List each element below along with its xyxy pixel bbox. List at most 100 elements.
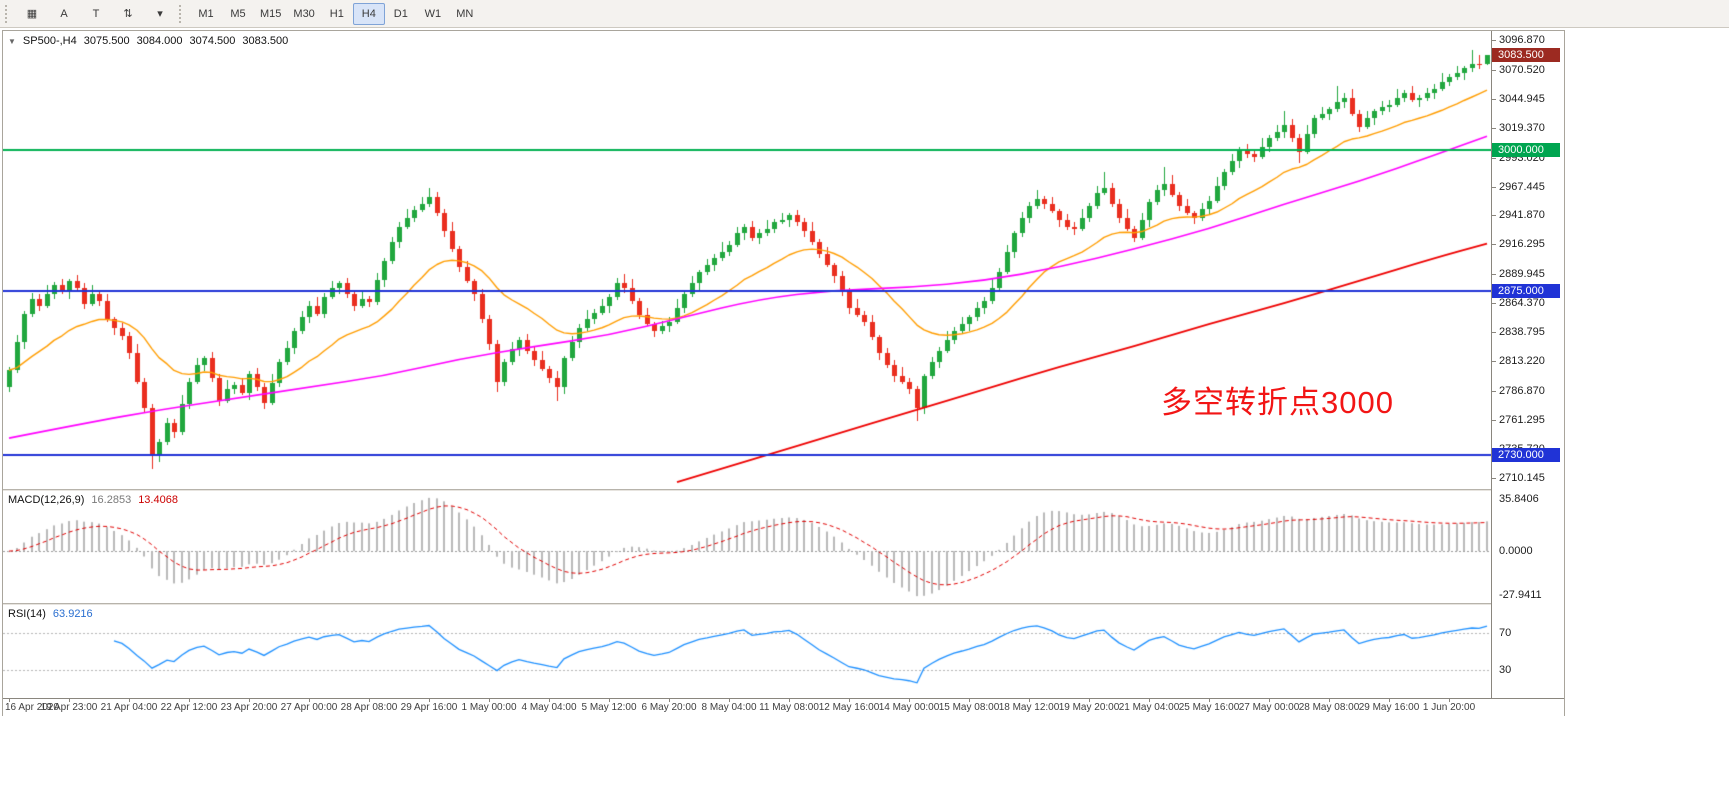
time-tick — [369, 699, 370, 702]
time-tick — [129, 699, 130, 702]
price-tick — [1492, 391, 1496, 392]
toolbar-grip[interactable] — [179, 4, 185, 23]
pane-separator[interactable] — [3, 603, 1564, 605]
price-tick — [1492, 478, 1496, 479]
time-tick — [1089, 699, 1090, 702]
price-tick-label: 2889.945 — [1499, 268, 1545, 281]
timeframe-button-h1[interactable]: H1 — [329, 7, 344, 20]
timeframe-button-h4[interactable]: H4 — [352, 2, 385, 25]
timeframe-button-m5[interactable]: M5 — [230, 7, 246, 20]
macd-axis-min-label: -27.9411 — [1499, 589, 1542, 601]
time-axis[interactable]: 16 Apr 2020 19 Apr 23:00 21 Apr 04:00 22 Ap… — [3, 698, 1564, 715]
price-tick-label: 2761.295 — [1499, 413, 1545, 426]
price-tick-label: 3096.870 — [1499, 34, 1545, 47]
time-tick — [249, 699, 250, 702]
time-axis-label: 28 Apr 08:00 — [340, 702, 398, 713]
hline-3000-tag: 3000.000 — [1492, 142, 1560, 157]
timeframe-button-d1[interactable]: D1 — [393, 7, 408, 20]
price-tick — [1492, 244, 1496, 245]
time-axis-label: 22 Apr 12:00 — [160, 702, 218, 713]
timeframe-button-w1[interactable]: W1 — [424, 7, 442, 20]
rsi-label: RSI(14) 63.9216 — [8, 608, 93, 620]
price-tick-label: 3070.520 — [1499, 63, 1545, 76]
price-tick-label: 2710.145 — [1499, 471, 1545, 484]
time-axis-label: 15 May 08:00 — [938, 702, 1000, 713]
time-tick — [1209, 699, 1210, 702]
price-tick — [1492, 420, 1496, 421]
price-tick-label: 2941.870 — [1499, 209, 1545, 222]
label-tool-button[interactable]: A — [60, 7, 68, 20]
time-axis-label: 11 May 08:00 — [759, 702, 819, 713]
macd-canvas[interactable] — [3, 491, 1491, 603]
time-axis-label: 29 May 16:00 — [1358, 702, 1420, 713]
current-price-tag: 3083.500 — [1492, 48, 1560, 63]
price-tick — [1492, 361, 1496, 362]
price-tick — [1492, 40, 1496, 41]
time-axis-label: 8 May 04:00 — [701, 702, 757, 713]
pane-separator[interactable] — [3, 489, 1564, 491]
time-tick — [9, 699, 10, 702]
chart-grid-icon[interactable]: ▦ — [26, 8, 38, 20]
price-tick — [1492, 303, 1496, 304]
ohlc-open: 3075.500 — [83, 35, 130, 47]
time-tick — [669, 699, 670, 702]
time-tick — [1329, 699, 1330, 702]
candlestick-canvas[interactable] — [3, 31, 1491, 489]
price-tick-label: 2786.870 — [1499, 384, 1545, 397]
chart-expand-caret-icon[interactable]: ▼ — [8, 36, 16, 46]
time-tick — [189, 699, 190, 702]
ohlc-high: 3084.000 — [136, 35, 183, 47]
time-tick — [1029, 699, 1030, 702]
price-tick — [1492, 70, 1496, 71]
price-axis[interactable]: 3096.870 3070.520 3044.945 3019.370 2993.020… — [1491, 31, 1564, 698]
time-tick — [969, 699, 970, 702]
price-tick — [1492, 128, 1496, 129]
time-axis-label: 19 May 20:00 — [1058, 702, 1120, 713]
macd-label: MACD(12,26,9) 16.2853 13.4068 — [8, 494, 178, 506]
time-axis-label: 28 May 08:00 — [1298, 702, 1360, 713]
timeframe-button-mn[interactable]: MN — [456, 7, 474, 20]
rsi-level-70-label: 70 — [1499, 626, 1512, 639]
rsi-pane[interactable]: RSI(14) 63.9216 — [3, 605, 1491, 698]
price-tick — [1492, 187, 1496, 188]
time-axis-label: 29 Apr 16:00 — [400, 702, 458, 713]
time-tick — [1149, 699, 1150, 702]
time-tick — [849, 699, 850, 702]
chart-text-annotation[interactable]: 多空转折点3000 — [1161, 385, 1394, 420]
time-axis-label: 18 May 12:00 — [998, 702, 1060, 713]
time-tick — [1269, 699, 1270, 702]
time-tick — [489, 699, 490, 702]
time-axis-label: 14 May 00:00 — [878, 702, 940, 713]
drawing-tools-group: ▦ A T ⇅ ▾ — [16, 3, 176, 25]
time-axis-label: 25 May 16:00 — [1178, 702, 1240, 713]
timeframe-button-m1[interactable]: M1 — [198, 7, 214, 20]
ohlc-close: 3083.500 — [242, 35, 289, 47]
chart-window: ▼ SP500-,H4 3075.500 3084.000 3074.500 3… — [2, 30, 1565, 717]
timeframe-button-m30[interactable]: M30 — [293, 7, 315, 20]
price-tick — [1492, 274, 1496, 275]
time-axis-label: 23 Apr 20:00 — [220, 702, 278, 713]
tools-dropdown-caret-icon[interactable]: ▾ — [157, 8, 163, 20]
macd-pane[interactable]: MACD(12,26,9) 16.2853 13.4068 — [3, 491, 1491, 603]
hline-2875-tag: 2875.000 — [1492, 284, 1560, 299]
rsi-canvas[interactable] — [3, 605, 1491, 698]
time-axis-label: 21 May 04:00 — [1118, 702, 1180, 713]
timeframe-button-m15[interactable]: M15 — [260, 7, 282, 20]
time-tick — [1449, 699, 1450, 702]
toolbar-grip[interactable] — [5, 4, 11, 23]
macd-name: MACD(12,26,9) — [8, 494, 85, 506]
time-axis-label: 16 Apr 2020 — [5, 702, 59, 713]
macd-main-value: 16.2853 — [91, 494, 132, 506]
hline-2730-tag: 2730.000 — [1492, 448, 1560, 463]
time-tick — [789, 699, 790, 702]
time-axis-label: 19 Apr 23:00 — [40, 702, 98, 713]
price-pane[interactable]: ▼ SP500-,H4 3075.500 3084.000 3074.500 3… — [3, 31, 1491, 489]
time-axis-label: 12 May 16:00 — [818, 702, 880, 713]
price-tick-label: 3044.945 — [1499, 92, 1545, 105]
price-tick — [1492, 99, 1496, 100]
scale-tool-icon[interactable]: ⇅ — [123, 8, 133, 20]
bottom-whitespace — [0, 716, 1729, 796]
time-tick — [309, 699, 310, 702]
text-tool-button[interactable]: T — [92, 7, 100, 20]
